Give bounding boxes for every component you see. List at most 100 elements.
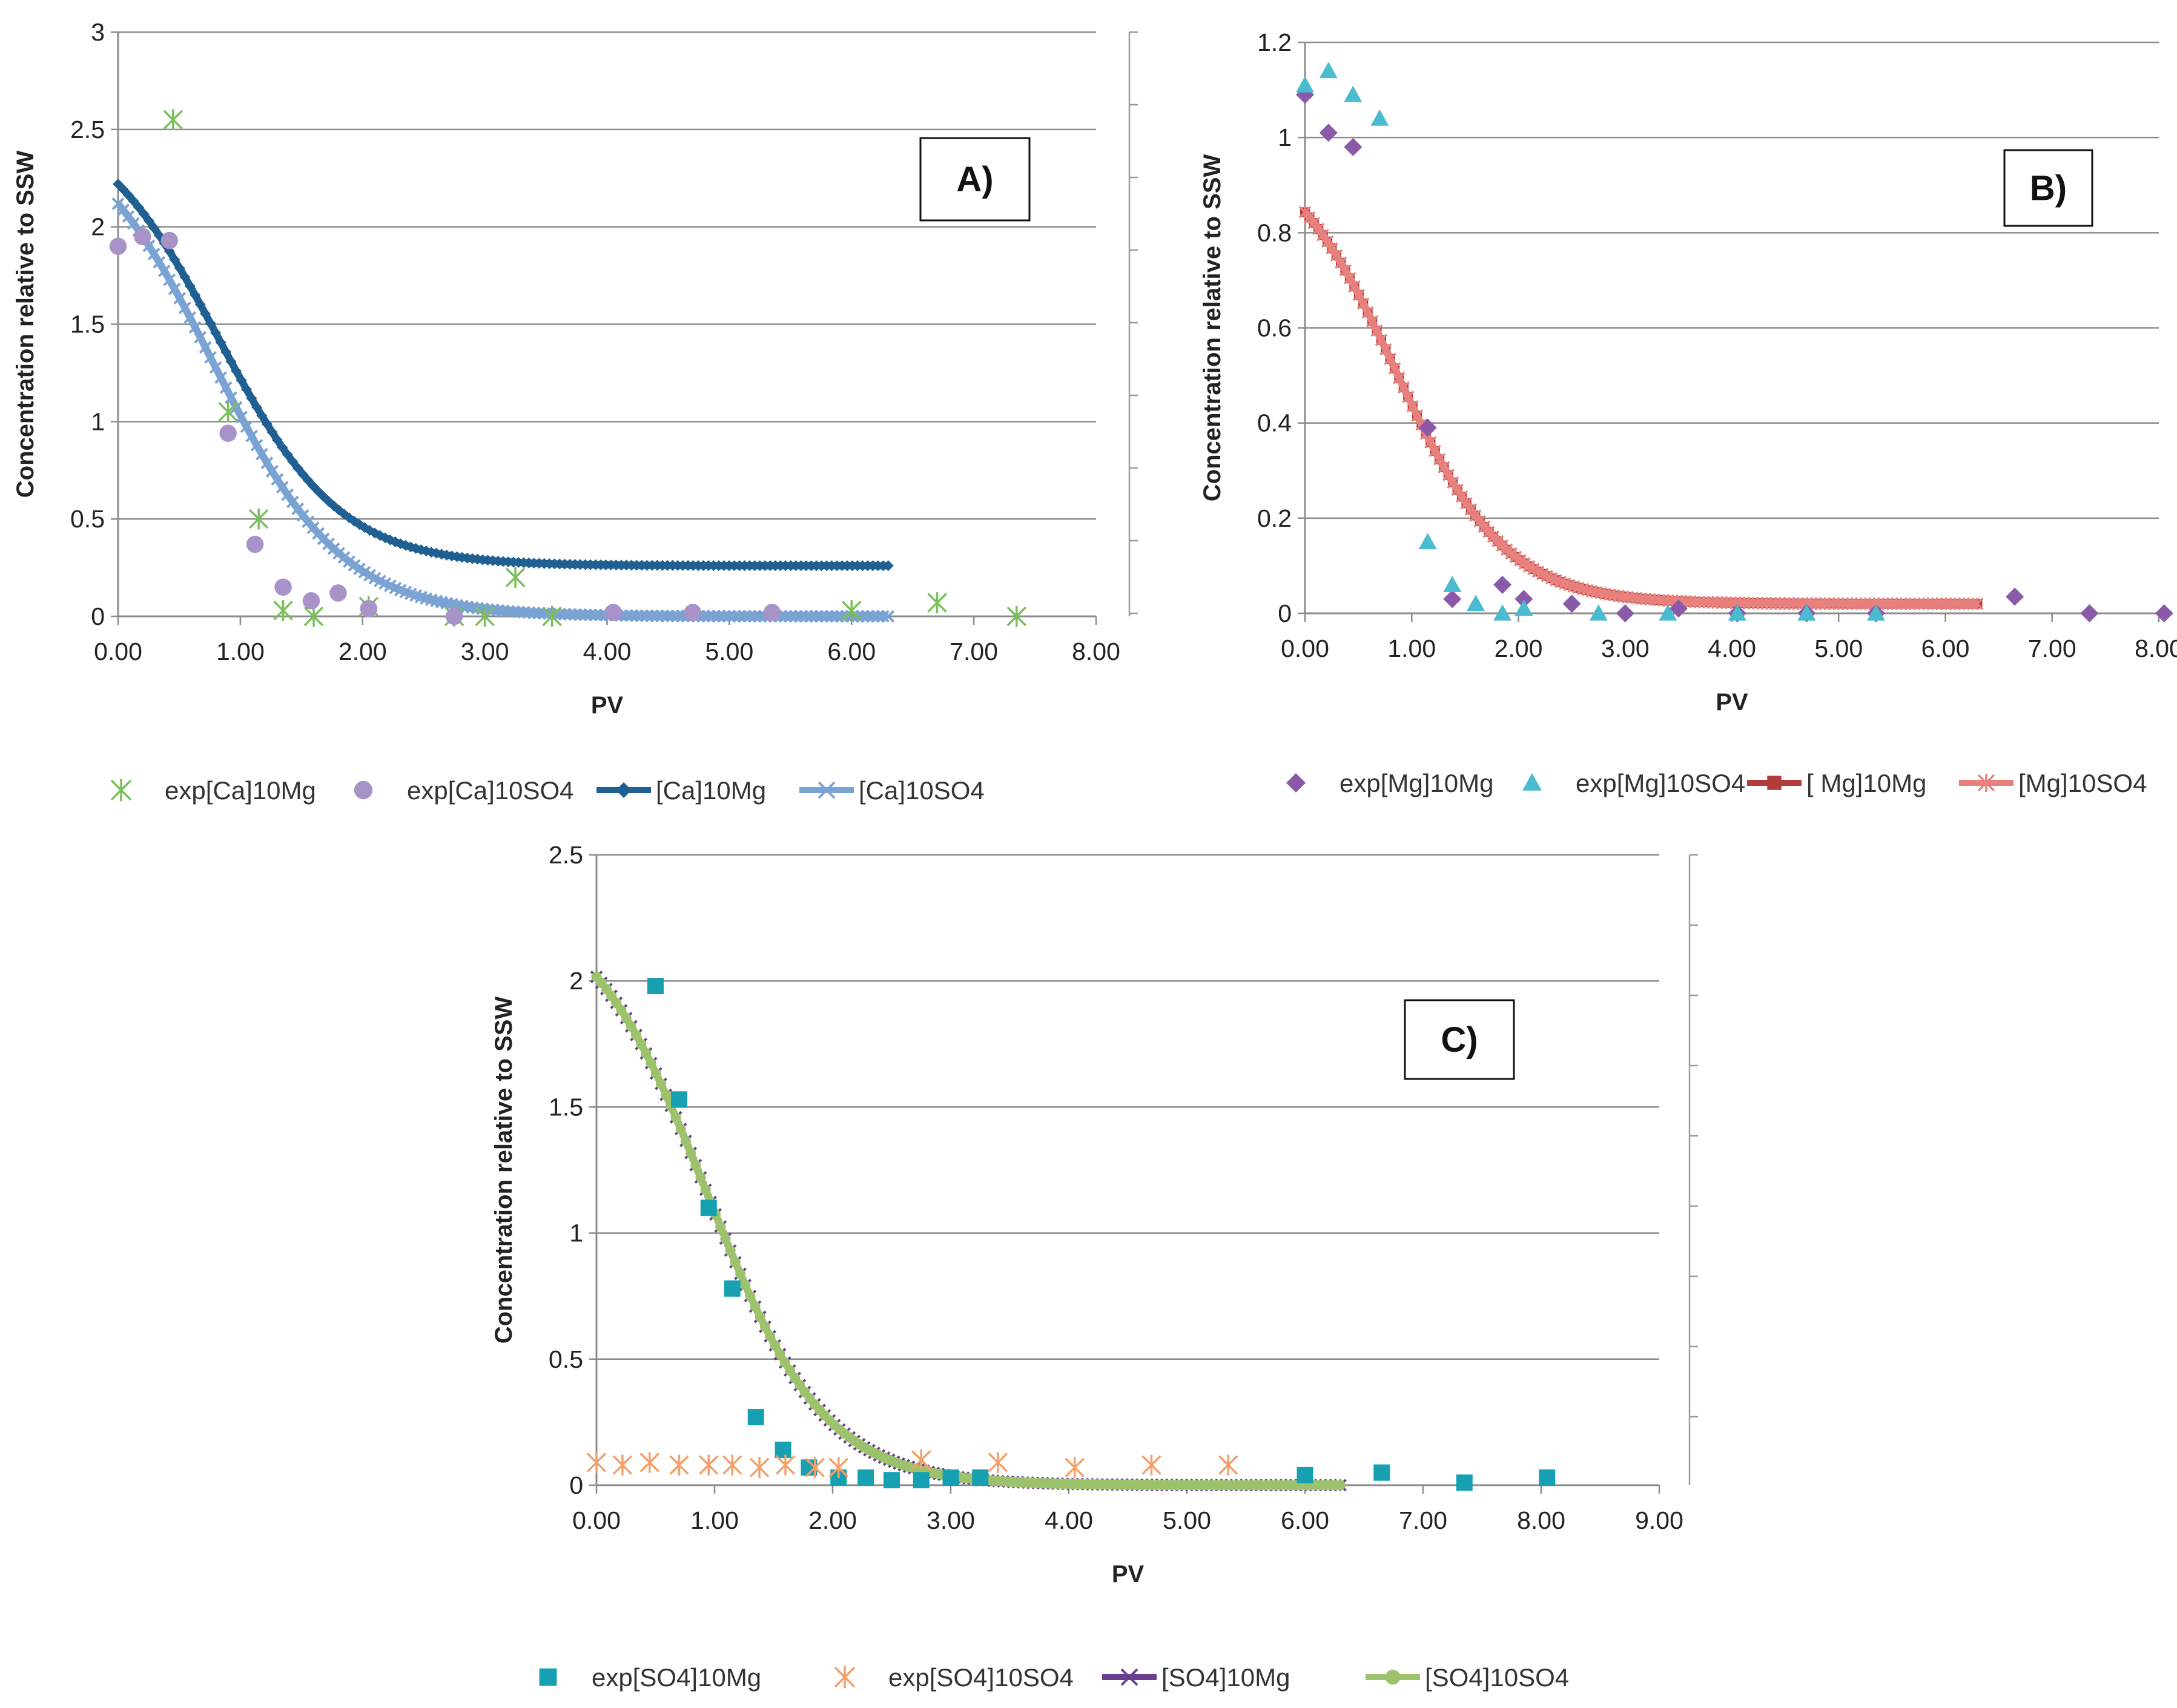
model-point: [770, 1340, 781, 1351]
model-point: [194, 331, 207, 344]
data-point: [1562, 595, 1581, 613]
legend-entry: [ Mg]10Mg: [1747, 769, 1926, 797]
y-tick-label: 0.5: [549, 1345, 583, 1373]
x-tick-label: 0.00: [572, 1506, 621, 1534]
legend-entry: exp[Mg]10SO4: [1522, 769, 1745, 797]
data-point: [700, 1199, 717, 1216]
x-tick-label: 3.00: [1601, 635, 1650, 662]
legend-label: [Ca]10SO4: [859, 776, 985, 805]
legend-marker: [1767, 776, 1782, 790]
data-point: [1065, 1457, 1085, 1479]
model-point: [636, 1038, 647, 1049]
model-point: [690, 1159, 701, 1170]
model-point: [184, 280, 196, 292]
data-point: [749, 1457, 770, 1479]
legend-label: exp[Mg]10SO4: [1576, 769, 1745, 797]
model-point: [626, 1021, 636, 1032]
model-point: [871, 610, 885, 623]
data-point: [1589, 604, 1608, 621]
model-point: [194, 298, 206, 310]
data-point: [911, 1449, 931, 1471]
series-exp-so4-10so4: [586, 1449, 1238, 1479]
data-point: [134, 228, 151, 245]
model-point: [671, 609, 684, 622]
model-point: [169, 254, 180, 265]
x-tick-label: 5.00: [1814, 635, 1863, 662]
data-point: [2006, 587, 2024, 606]
data-point: [722, 1454, 742, 1476]
model-point: [157, 265, 171, 277]
data-point: [475, 605, 495, 627]
model-point: [282, 449, 293, 460]
y-tick-label: 0: [569, 1471, 583, 1499]
data-point: [805, 1457, 825, 1479]
model-point: [133, 202, 144, 213]
data-point: [1319, 124, 1338, 142]
model-point: [209, 361, 222, 374]
model-point: [287, 456, 299, 467]
legend-label: exp[Ca]10SO4: [407, 776, 574, 805]
model-point: [715, 1221, 726, 1232]
legend-label: exp[Ca]10Mg: [165, 776, 316, 805]
model-point: [256, 410, 268, 421]
y-axis-title: Concentration relative to SSW: [12, 151, 39, 498]
x-tick-label: 0.00: [1281, 635, 1329, 662]
x-tick-label: 3.00: [461, 638, 509, 665]
model-point: [619, 609, 633, 622]
data-point: [2155, 604, 2173, 622]
model-point: [220, 346, 232, 358]
model-point: [621, 1013, 632, 1024]
data-point: [1659, 604, 1677, 621]
model-line: [1302, 209, 1979, 608]
legend-label: [ Mg]10Mg: [1806, 769, 1926, 797]
data-point: [724, 1280, 741, 1297]
model-point: [728, 610, 741, 623]
model-point: [825, 610, 838, 623]
panel-a: 0 0.5 1 1.5 2 2.5 3 0.00 1.00 2.00 3.00 4.00 5.00 6.0…: [12, 18, 1138, 805]
model-point: [225, 391, 237, 404]
data-point: [445, 607, 463, 625]
x-axis-title: PV: [1112, 1561, 1145, 1588]
y-tick-label: 0: [1278, 599, 1292, 627]
model-point: [799, 610, 813, 623]
x-axis-title: PV: [1716, 689, 1748, 716]
data-point: [360, 599, 378, 618]
model-point: [743, 610, 756, 623]
data-point: [1539, 1469, 1556, 1486]
model-point: [522, 606, 535, 619]
model-point: [128, 196, 139, 207]
data-point: [274, 578, 292, 596]
model-point: [245, 429, 258, 443]
model-point: [794, 610, 808, 623]
data-point: [1493, 575, 1512, 594]
model-point: [775, 1349, 785, 1360]
data-point: [1493, 604, 1512, 621]
model-point: [650, 1068, 661, 1079]
y-tick-label: 1: [91, 407, 105, 435]
model-point: [261, 418, 273, 430]
y-tick-label: 3: [91, 18, 105, 46]
model-point: [183, 311, 197, 324]
data-point: [302, 592, 320, 610]
model-point: [246, 392, 257, 404]
data-point: [586, 1452, 607, 1473]
model-point: [174, 262, 185, 274]
model-point: [815, 610, 828, 623]
y-tick-label: 0.6: [1257, 314, 1292, 342]
x-tick-label: 1.00: [1387, 635, 1436, 662]
model-point: [230, 401, 243, 414]
model-point: [215, 337, 226, 348]
data-point: [1456, 1474, 1473, 1491]
model-point: [235, 411, 248, 424]
legend-entry: [Mg]10SO4: [1959, 769, 2147, 797]
model-point: [661, 609, 674, 622]
panel-c: 0 0.5 1 1.5 2 2.5 0.00 1.00 2.00 3.00 4.00 5.00 6.00…: [491, 841, 1698, 1692]
model-point: [700, 1184, 711, 1195]
data-point: [1515, 599, 1533, 616]
legend-marker: [1522, 773, 1542, 791]
model-point: [579, 608, 592, 621]
x-axis-title: PV: [591, 692, 624, 719]
model-point: [830, 610, 844, 623]
data-point: [828, 1457, 848, 1479]
